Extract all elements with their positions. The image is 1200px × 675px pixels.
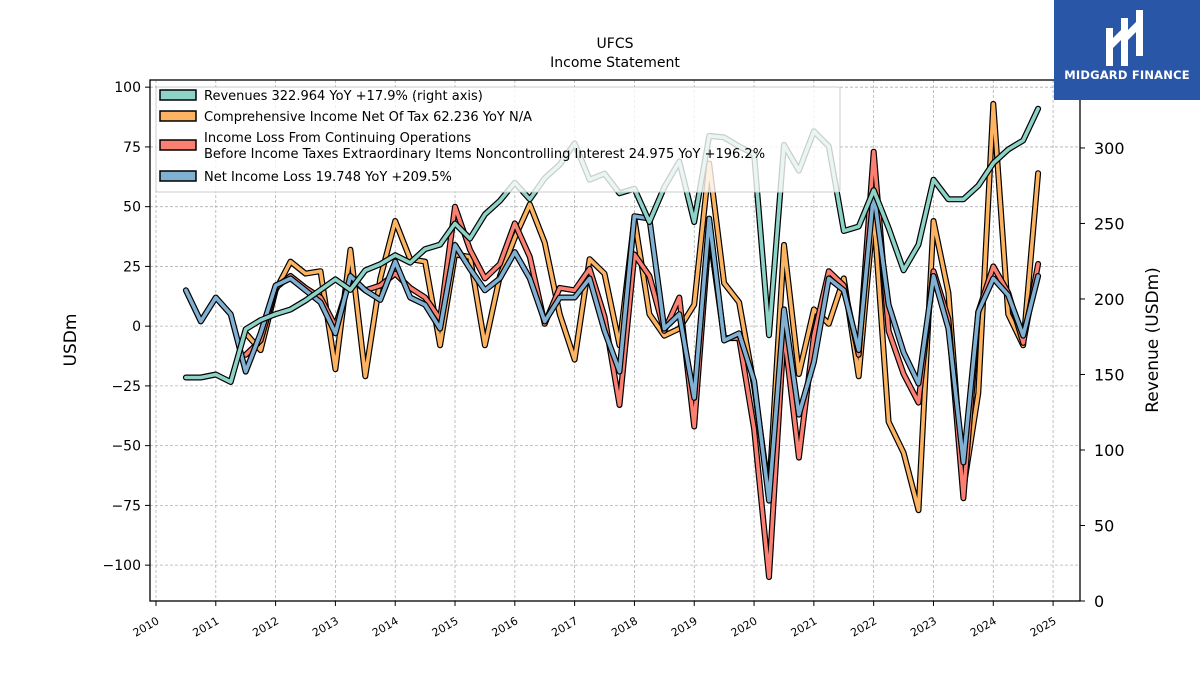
x-tick-label: 2019 — [669, 614, 700, 639]
axes: 2010 2011 2012 2013 2014 2015 2016 2017 2018 2019… — [103, 80, 1125, 639]
y2-tick-label: 100 — [1094, 441, 1125, 460]
x-tick-label: 2014 — [370, 614, 401, 639]
x-tick-label: 2018 — [609, 614, 640, 639]
x-tick-label: 2021 — [789, 614, 820, 639]
legend: Revenues 322.964 YoY +17.9% (right axis)… — [155, 86, 841, 193]
x-tick-label: 2017 — [549, 614, 580, 639]
y-tick-label: 100 — [114, 80, 141, 96]
legend-swatch — [159, 170, 197, 182]
y-tick-label: −25 — [111, 379, 141, 395]
x-tick-label: 2023 — [908, 614, 939, 639]
brand-logo-icon — [1106, 10, 1143, 66]
x-tick-label: 2025 — [1028, 614, 1059, 639]
y2-axis-label: Revenue (USDm) — [1143, 267, 1163, 413]
legend-label: Before Income Taxes Extraordinary Items … — [204, 147, 765, 162]
y2-tick-label: 250 — [1094, 214, 1125, 233]
x-tick-label: 2010 — [131, 614, 162, 639]
x-tick-label: 2013 — [310, 614, 341, 639]
x-tick-label: 2020 — [729, 614, 760, 639]
y-tick-label: −50 — [111, 439, 141, 455]
y-tick-label: −75 — [111, 498, 141, 514]
legend-box — [155, 86, 841, 193]
y-tick-label: 0 — [132, 319, 141, 335]
y2-tick-label: 200 — [1094, 290, 1125, 309]
x-tick-label: 2015 — [430, 614, 461, 639]
series-line — [184, 190, 1040, 503]
x-tick-label: 2022 — [848, 614, 879, 639]
chart-subtitle: Income Statement — [550, 55, 680, 71]
y-tick-label: 75 — [123, 140, 141, 156]
y-axis-label: USDm — [61, 314, 81, 367]
y2-tick-label: 50 — [1094, 516, 1114, 535]
y2-tick-label: 0 — [1094, 592, 1104, 611]
chart-title: UFCS — [597, 36, 634, 52]
brand-logo: MIDGARD FINANCE — [1054, 0, 1200, 100]
y-tick-label: 50 — [123, 200, 141, 216]
x-tick-label: 2016 — [490, 614, 521, 639]
y-tick-label: −100 — [103, 558, 141, 574]
legend-swatch — [159, 89, 197, 101]
legend-swatch — [159, 110, 197, 122]
legend-label: Income Loss From Continuing Operations — [204, 131, 471, 146]
x-tick-label: 2011 — [191, 614, 222, 639]
plot-frame — [149, 79, 1081, 602]
legend-label: Comprehensive Income Net Of Tax 62.236 Y… — [204, 110, 532, 125]
x-tick-label: 2012 — [250, 614, 281, 639]
x-tick-label: 2024 — [968, 614, 999, 639]
series-line — [243, 149, 1040, 579]
y2-tick-label: 150 — [1094, 365, 1125, 384]
legend-label: Revenues 322.964 YoY +17.9% (right axis) — [204, 89, 483, 104]
legend-label: Net Income Loss 19.748 YoY +209.5% — [204, 170, 452, 185]
brand-logo-text: MIDGARD FINANCE — [1064, 68, 1190, 82]
y-tick-label: 25 — [123, 259, 141, 275]
y2-tick-label: 300 — [1094, 139, 1125, 158]
legend-swatch — [159, 139, 197, 151]
